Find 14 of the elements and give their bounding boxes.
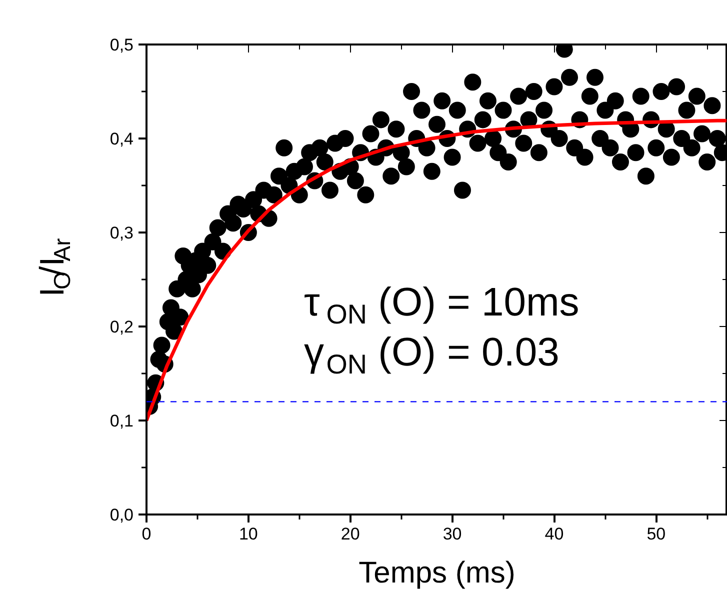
y-tick-label: 0,5 xyxy=(110,36,134,54)
x-tick-label: 0 xyxy=(142,524,152,544)
line-series xyxy=(146,118,727,422)
x-tick-label: 40 xyxy=(544,524,564,544)
x-tick-label: 30 xyxy=(442,524,462,544)
x-tick-label: 10 xyxy=(238,524,258,544)
y-tick-label: 0,0 xyxy=(110,506,134,524)
x-axis-title: Temps (ms) xyxy=(358,556,516,590)
y-tick-label: 0,4 xyxy=(110,130,134,148)
y-tick-label: 0,1 xyxy=(110,412,134,430)
y-tick-label: 0,3 xyxy=(110,224,134,242)
x-tick-label: 50 xyxy=(646,524,666,544)
y-tick-label: 0,2 xyxy=(110,318,134,336)
x-tick-label: 20 xyxy=(340,524,360,544)
